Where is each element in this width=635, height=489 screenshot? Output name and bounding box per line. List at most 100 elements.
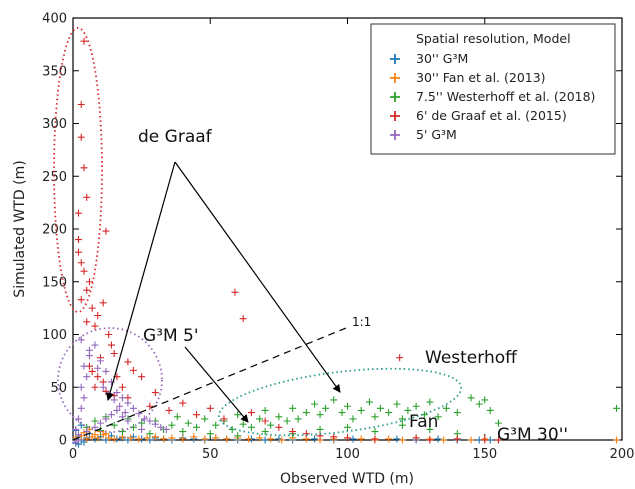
data-point — [223, 435, 231, 443]
data-point — [220, 415, 228, 423]
y-axis-label: Simulated WTD (m) — [12, 160, 28, 297]
data-point — [77, 101, 85, 109]
data-point — [267, 435, 275, 443]
data-point — [330, 433, 338, 441]
data-point — [494, 419, 502, 427]
data-point — [231, 288, 239, 296]
data-point — [393, 400, 401, 408]
data-point — [193, 411, 201, 419]
data-point — [124, 417, 132, 425]
legend-entry-label: 30'' Fan et al. (2013) — [416, 70, 546, 85]
data-point — [173, 413, 181, 421]
data-point — [453, 435, 461, 443]
data-point — [105, 331, 113, 338]
data-point — [129, 366, 137, 374]
data-point — [165, 406, 173, 414]
data-point — [102, 367, 110, 375]
data-point — [116, 402, 124, 410]
data-point — [91, 423, 99, 431]
data-point — [289, 404, 297, 412]
data-point — [83, 373, 91, 381]
data-point — [234, 432, 242, 440]
legend-entries: 30'' G³M 30'' Fan et al. (2013) 7.5'' West… — [390, 51, 595, 142]
data-point — [118, 428, 126, 436]
data-point — [107, 411, 115, 419]
data-point — [80, 362, 88, 370]
y-tick-label: 150 — [42, 275, 67, 290]
data-point — [96, 357, 104, 365]
data-point — [357, 435, 365, 443]
legend: Spatial resolution, Model 30'' G³M 30'' F… — [370, 23, 616, 155]
data-point — [434, 435, 442, 443]
data-point — [110, 421, 118, 429]
data-point — [107, 378, 115, 386]
data-point — [440, 436, 448, 444]
data-point — [193, 423, 201, 431]
data-point — [80, 394, 88, 402]
data-point — [168, 421, 176, 429]
data-point — [184, 419, 192, 427]
legend-entry-label: 5' G³M — [416, 127, 457, 142]
data-point — [453, 409, 461, 417]
data-point — [365, 398, 373, 406]
data-point — [212, 421, 220, 429]
data-point — [475, 400, 483, 408]
data-point — [316, 411, 324, 419]
data-point — [302, 409, 310, 417]
data-point — [201, 415, 209, 423]
data-point — [179, 428, 187, 436]
legend-entry-label: 6' de Graaf et al. (2015) — [416, 108, 567, 123]
data-point — [83, 318, 91, 326]
data-point — [146, 417, 154, 425]
data-point — [127, 434, 135, 442]
data-point — [283, 417, 291, 425]
one-to-one-line — [72, 327, 347, 441]
data-point — [168, 434, 176, 442]
data-point — [83, 435, 91, 443]
data-point — [256, 434, 264, 442]
data-point — [113, 389, 121, 397]
data-point — [74, 415, 82, 423]
data-point — [289, 428, 297, 436]
data-point — [412, 402, 420, 410]
data-point — [113, 406, 121, 414]
data-point — [160, 435, 168, 443]
data-point — [311, 400, 319, 408]
data-point — [102, 227, 110, 235]
x-tick-label: 50 — [202, 447, 219, 462]
series-4 — [72, 336, 170, 446]
data-point — [247, 423, 255, 431]
legend-marker — [390, 73, 400, 83]
data-point — [398, 436, 406, 444]
data-point — [77, 259, 85, 267]
data-point — [94, 364, 102, 372]
data-point — [77, 336, 85, 344]
annotation-de-graaf: de Graaf — [138, 127, 213, 147]
data-point — [398, 421, 406, 429]
data-point — [83, 193, 91, 201]
data-point — [261, 406, 269, 414]
legend-entry-label: 30'' G³M — [416, 51, 468, 66]
legend-marker — [390, 130, 400, 140]
data-point — [110, 349, 118, 357]
data-point — [330, 396, 338, 404]
data-point — [467, 436, 475, 444]
data-point — [256, 415, 264, 423]
data-point — [275, 413, 283, 421]
data-point — [129, 404, 137, 412]
degraaf-arrow-left — [106, 161, 176, 401]
data-point — [239, 315, 247, 323]
data-point — [261, 436, 269, 444]
legend-marker — [390, 54, 400, 64]
data-point — [267, 421, 275, 429]
x-tick-label: 200 — [610, 447, 635, 462]
data-point — [91, 322, 99, 330]
data-point — [124, 358, 132, 366]
data-point — [85, 346, 93, 354]
data-point — [91, 383, 99, 391]
data-point — [151, 389, 159, 397]
data-point — [77, 296, 85, 304]
data-point — [261, 428, 269, 436]
annotation-one-to-one: 1:1 — [352, 315, 371, 329]
